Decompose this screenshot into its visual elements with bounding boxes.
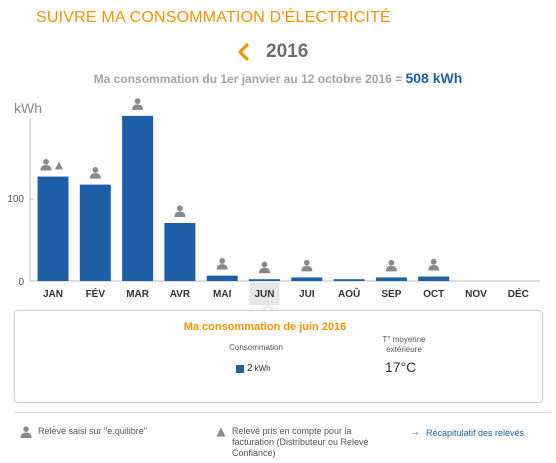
- y-tick-0: 0: [18, 277, 24, 288]
- year-label: 2016: [266, 41, 309, 62]
- person-icon: [428, 258, 440, 271]
- legend-billing-reading-label: Relevé pris en compte pour la facturatio…: [232, 426, 369, 458]
- readings-summary-label: Récapitulatif des relevés: [426, 427, 525, 438]
- arrow-right-icon: →: [410, 427, 420, 438]
- bar-oct[interactable]: [418, 276, 450, 281]
- month-label-aoû[interactable]: AOÛ: [338, 287, 360, 300]
- consumption-summary: Ma consommation du 1er janvier au 12 oct…: [0, 70, 556, 86]
- person-icon: [301, 259, 313, 272]
- month-label-nov[interactable]: NOV: [465, 289, 487, 300]
- person-icon: [216, 258, 228, 270]
- summary-total: 508 kWh: [405, 70, 463, 86]
- detail-pointer: [262, 305, 274, 311]
- bar-fév[interactable]: [79, 184, 111, 281]
- person-icon: [132, 98, 144, 110]
- person-icon: [40, 158, 52, 171]
- temperature-label: T° moyenne extérieure: [382, 335, 426, 354]
- person-icon: [259, 261, 270, 274]
- person-icon: [89, 166, 101, 179]
- month-label-avr[interactable]: AVR: [170, 289, 191, 300]
- month-label-sep[interactable]: SEP: [381, 289, 401, 300]
- series-swatch: [236, 364, 244, 373]
- bar-aoû[interactable]: [333, 279, 365, 281]
- consumption-chart: JAN FÉV MAR AVR MAI JUN JUI AOÛ SEP OCT NOV DÉC: [29, 98, 540, 305]
- person-icon: [174, 205, 186, 217]
- month-label-déc[interactable]: DÉC: [508, 287, 529, 300]
- month-label-fév[interactable]: FÉV: [86, 287, 106, 300]
- month-label-oct[interactable]: OCT: [423, 289, 444, 300]
- consumption-number: 2: [247, 363, 253, 374]
- triangle-icon: [55, 161, 63, 170]
- person-icon: [20, 426, 32, 438]
- page-title: SUIVRE MA CONSOMMATION D'ÉLECTRICITÉ: [36, 9, 391, 26]
- triangle-icon: [216, 427, 226, 437]
- legend-user-reading: Relevé saisi sur "e.quilibre": [20, 426, 147, 438]
- legend-billing-reading: Relevé pris en compte pour la facturatio…: [216, 426, 386, 459]
- previous-year-button[interactable]: [232, 41, 254, 63]
- bar-mai[interactable]: [206, 275, 238, 281]
- bar-sep[interactable]: [375, 277, 407, 281]
- month-label-mai[interactable]: MAI: [213, 289, 232, 300]
- bar-avr[interactable]: [164, 222, 196, 281]
- year-navigator: 2016: [232, 40, 308, 64]
- detail-title: Ma consommation de juin 2016: [183, 321, 347, 333]
- month-label-mar[interactable]: MAR: [126, 289, 150, 300]
- bar-jui[interactable]: [291, 277, 323, 281]
- y-tick-100: 100: [7, 194, 24, 205]
- month-label-jun[interactable]: JUN: [254, 289, 274, 300]
- person-icon: [385, 259, 397, 272]
- chevron-left-icon: [238, 43, 249, 61]
- legend-user-reading-label: Relevé saisi sur "e.quilibre": [38, 426, 147, 436]
- bar-mar[interactable]: [122, 115, 154, 281]
- y-axis-unit: kWh: [14, 100, 42, 116]
- consumption-unit: kWh: [254, 364, 271, 373]
- selected-month-highlight: [249, 283, 280, 305]
- readings-summary-link[interactable]: → Récapitulatif des relevés: [410, 427, 524, 438]
- temperature-value: 17°C: [385, 359, 417, 375]
- bar-jan[interactable]: [37, 176, 69, 281]
- month-detail-panel: Ma consommation de juin 2016 Consommatio…: [14, 310, 543, 403]
- summary-text: Ma consommation du 1er janvier au 12 oct…: [93, 72, 403, 86]
- consumption-label: Consommation: [229, 343, 283, 352]
- consumption-value: 2 kWh: [236, 363, 271, 374]
- bar-jun[interactable]: [249, 279, 280, 281]
- month-label-jan[interactable]: JAN: [43, 289, 63, 300]
- month-label-jui[interactable]: JUI: [299, 289, 315, 300]
- legend-divider: [14, 412, 551, 413]
